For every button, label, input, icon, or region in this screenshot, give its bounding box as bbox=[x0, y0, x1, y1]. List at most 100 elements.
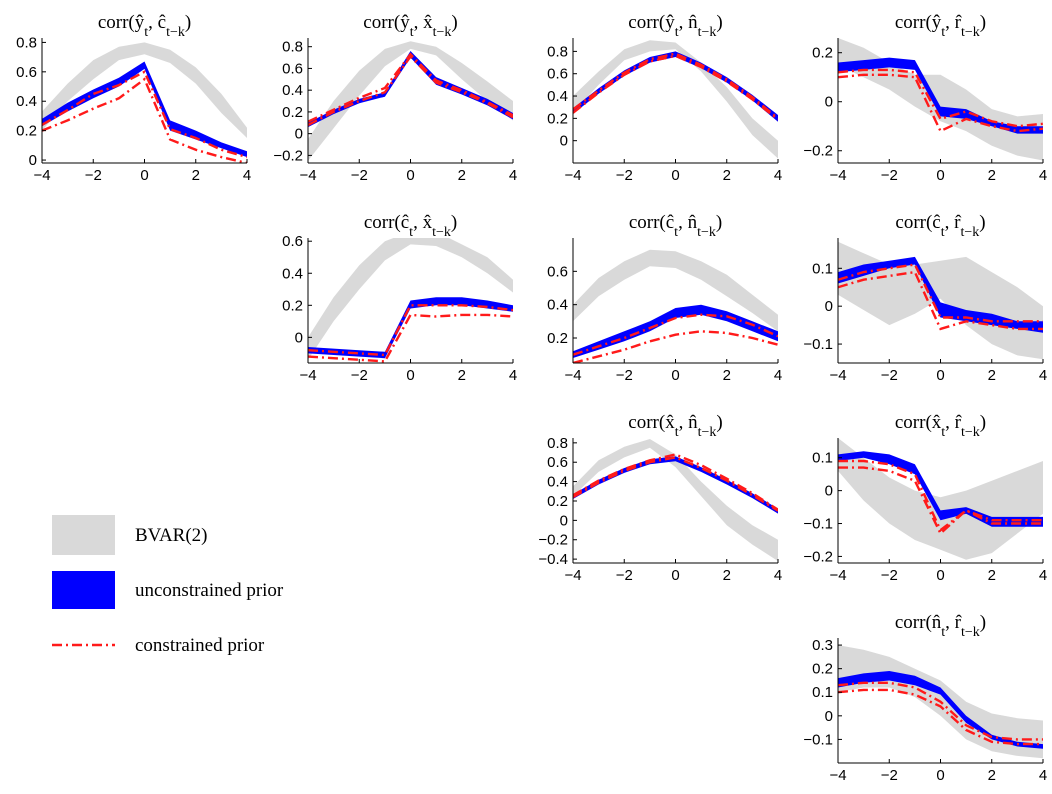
x-tick-label: 2 bbox=[988, 767, 996, 784]
constrained-line-lower bbox=[838, 688, 1043, 746]
x-tick-label: 4 bbox=[1039, 167, 1047, 184]
constrained-line-lower bbox=[838, 73, 1043, 133]
subplot-title: corr(ŷt, r̂t−k) bbox=[895, 12, 986, 40]
subplot-6: −4 −2 0 2 4 0.2 0.4 0.6 corr(ĉt, n̂t−k) bbox=[547, 212, 782, 384]
x-tick-label: −4 bbox=[829, 167, 846, 184]
legend: BVAR(2) unconstrained prior constrained pr… bbox=[52, 515, 284, 656]
x-tick-label: −4 bbox=[829, 567, 846, 584]
x-tick-label: 2 bbox=[458, 367, 466, 384]
x-tick-label: −4 bbox=[564, 167, 581, 184]
bvar-band bbox=[838, 241, 1043, 360]
x-tick-label: −4 bbox=[33, 167, 50, 184]
y-tick-label: 0.6 bbox=[547, 263, 568, 280]
x-tick-label: 4 bbox=[774, 567, 782, 584]
plot-area bbox=[838, 645, 1043, 759]
x-tick-label: 0 bbox=[671, 567, 679, 584]
subplot-7: −4 −2 0 2 4 −0.1 0 0.1 corr(ĉt, r̂t−k) bbox=[803, 212, 1047, 384]
x-tick-label: 2 bbox=[192, 167, 200, 184]
y-tick-label: 0.4 bbox=[547, 297, 568, 314]
y-tick-label: 0.2 bbox=[547, 493, 568, 510]
x-tick-label: 2 bbox=[988, 367, 996, 384]
subplot-8: −4 −2 0 2 4 −0.4 −0.2 0 0.2 0.4 0.6 0.8 corr(x̂t, n̂… bbox=[538, 412, 782, 584]
x-tick-label: 4 bbox=[1039, 767, 1047, 784]
constrained-line-lower bbox=[838, 270, 1043, 331]
y-tick-label: −0.1 bbox=[803, 731, 833, 748]
subplot-title: corr(x̂t, r̂t−k) bbox=[895, 412, 986, 440]
x-tick-label: 2 bbox=[988, 167, 996, 184]
x-tick-label: 2 bbox=[723, 367, 731, 384]
x-tick-label: −4 bbox=[299, 367, 316, 384]
y-tick-label: 0.4 bbox=[282, 82, 303, 99]
x-tick-label: −2 bbox=[85, 167, 102, 184]
x-tick-label: 0 bbox=[936, 767, 944, 784]
y-tick-label: 0.1 bbox=[812, 260, 833, 277]
x-tick-label: 0 bbox=[671, 367, 679, 384]
constrained-line-lower bbox=[42, 77, 247, 163]
x-tick-label: −4 bbox=[564, 367, 581, 384]
legend-item-constrained: constrained prior bbox=[52, 635, 265, 656]
y-tick-label: 0.2 bbox=[282, 297, 303, 314]
plot-area bbox=[838, 38, 1043, 161]
x-tick-label: 0 bbox=[936, 167, 944, 184]
x-tick-label: 2 bbox=[988, 567, 996, 584]
y-tick-label: 0.6 bbox=[282, 60, 303, 77]
unconstrained-band bbox=[838, 57, 1043, 134]
x-tick-label: −2 bbox=[616, 367, 633, 384]
constrained-line-upper bbox=[838, 681, 1043, 741]
unconstrained-band bbox=[573, 304, 778, 358]
plot-area bbox=[42, 42, 247, 163]
bvar-band bbox=[573, 40, 778, 159]
x-tick-label: 0 bbox=[936, 367, 944, 384]
y-tick-label: 0.8 bbox=[547, 435, 568, 452]
plot-area bbox=[308, 238, 513, 363]
subplot-title: corr(ŷt, x̂t−k) bbox=[363, 12, 457, 40]
subplot-title: corr(ŷt, ĉt−k) bbox=[98, 12, 191, 40]
x-tick-label: 2 bbox=[458, 167, 466, 184]
y-tick-label: 0 bbox=[560, 133, 568, 150]
x-tick-label: −2 bbox=[616, 567, 633, 584]
unconstrained-band bbox=[838, 256, 1043, 333]
legend-item-bvar: BVAR(2) bbox=[52, 515, 208, 555]
y-tick-label: 0.1 bbox=[812, 684, 833, 701]
x-tick-label: −2 bbox=[881, 367, 898, 384]
y-tick-label: 0 bbox=[560, 512, 568, 529]
bvar-band bbox=[838, 38, 1043, 161]
subplot-title: corr(ĉt, r̂t−k) bbox=[895, 212, 985, 240]
y-tick-label: 0 bbox=[295, 126, 303, 143]
plot-area bbox=[308, 41, 513, 161]
constrained-line-upper bbox=[308, 52, 513, 123]
y-tick-label: 0.2 bbox=[812, 45, 833, 62]
x-tick-label: 2 bbox=[723, 567, 731, 584]
x-tick-label: 4 bbox=[774, 367, 782, 384]
x-tick-label: 0 bbox=[406, 167, 414, 184]
y-tick-label: 0.6 bbox=[282, 233, 303, 250]
y-tick-label: 0.2 bbox=[547, 330, 568, 347]
x-tick-label: 2 bbox=[723, 167, 731, 184]
y-tick-label: 0.2 bbox=[16, 123, 37, 140]
subplot-5: −4 −2 0 2 4 0 0.2 0.4 0.6 corr(ĉt, x̂t−k) bbox=[282, 212, 517, 384]
subplot-4: −4 −2 0 2 4 −0.2 0 0.2 corr(ŷt, r̂t−k) bbox=[803, 12, 1047, 184]
x-tick-label: −4 bbox=[564, 567, 581, 584]
bvar-band bbox=[838, 438, 1043, 560]
y-tick-label: 0 bbox=[29, 152, 37, 169]
y-tick-label: 0.2 bbox=[547, 110, 568, 127]
legend-swatch-bvar bbox=[52, 515, 115, 555]
plot-area bbox=[838, 241, 1043, 360]
y-tick-label: 0.3 bbox=[812, 637, 833, 654]
constrained-line-lower bbox=[308, 313, 513, 363]
unconstrained-band bbox=[838, 451, 1043, 527]
x-tick-label: 4 bbox=[509, 367, 517, 384]
unconstrained-band bbox=[573, 51, 778, 122]
y-tick-label: 0.4 bbox=[547, 88, 568, 105]
y-tick-label: −0.2 bbox=[803, 143, 833, 160]
y-tick-label: 0.2 bbox=[282, 104, 303, 121]
x-tick-label: −2 bbox=[351, 367, 368, 384]
constrained-line-upper bbox=[42, 70, 247, 159]
unconstrained-band bbox=[42, 61, 247, 158]
y-tick-label: 0.8 bbox=[16, 34, 37, 51]
x-tick-label: 0 bbox=[406, 367, 414, 384]
x-tick-label: 0 bbox=[936, 567, 944, 584]
constrained-line-upper bbox=[573, 453, 778, 511]
subplot-title: corr(n̂t, r̂t−k) bbox=[895, 612, 986, 640]
